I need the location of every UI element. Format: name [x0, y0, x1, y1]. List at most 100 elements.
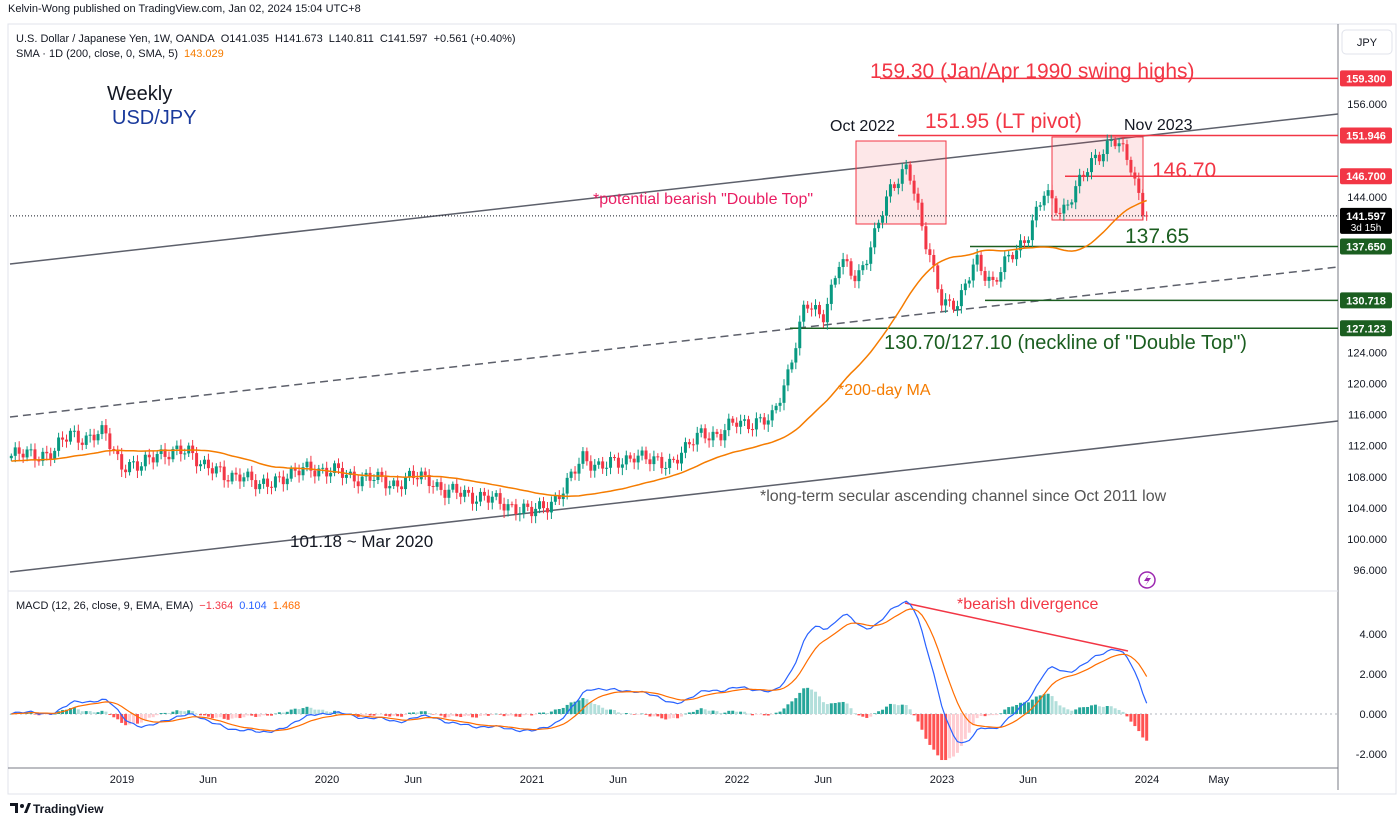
- macd-histogram-bar: [794, 698, 798, 714]
- candle-body: [266, 478, 270, 487]
- candle-body: [743, 419, 747, 421]
- candle-body: [25, 449, 29, 458]
- candle-body: [731, 418, 735, 423]
- candle-body: [116, 450, 120, 455]
- macd-histogram-bar: [1101, 706, 1105, 714]
- candle: [234, 467, 238, 481]
- macd-histogram-bar: [747, 713, 751, 715]
- candle-body: [747, 419, 751, 430]
- macd-histogram-bar: [656, 714, 660, 717]
- macd-histogram-bar: [1082, 707, 1086, 714]
- candle: [1011, 252, 1015, 263]
- macd-histogram-bar: [498, 714, 502, 715]
- candle: [963, 279, 967, 296]
- macd-histogram-bar: [530, 714, 534, 716]
- candle-body: [45, 451, 49, 454]
- price-tick-label: 104.000: [1347, 503, 1387, 515]
- candle-body: [202, 459, 206, 465]
- candle: [171, 446, 175, 463]
- candle-body: [636, 455, 640, 463]
- candle-body: [940, 289, 944, 306]
- macd-histogram-bar: [151, 714, 155, 718]
- macd-histogram-bar: [1074, 709, 1078, 714]
- macd-histogram-bar: [80, 711, 84, 714]
- macd-histogram-bar: [699, 708, 703, 714]
- macd-histogram-bar: [845, 703, 849, 714]
- currency-button[interactable]: [1341, 29, 1393, 55]
- macd-histogram-bar: [959, 714, 963, 746]
- macd-histogram-bar: [289, 709, 293, 714]
- candle: [1066, 199, 1070, 211]
- macd-tick-label: 0.000: [1359, 709, 1387, 721]
- candle: [849, 258, 853, 280]
- candle-body: [305, 461, 309, 468]
- time-tick-label: 2022: [725, 774, 749, 786]
- macd-histogram-bar: [833, 703, 837, 714]
- candle: [802, 300, 806, 327]
- candle-body: [762, 417, 766, 425]
- chart-border: [7, 23, 1397, 795]
- candle-body: [715, 431, 719, 434]
- macd-histogram-bar: [1003, 709, 1007, 714]
- candle: [301, 462, 305, 481]
- candle: [877, 219, 881, 232]
- candle-body: [1082, 174, 1086, 177]
- countdown-text: 3d 15h: [1351, 223, 1382, 234]
- macd-histogram-bar: [246, 714, 250, 716]
- candle: [900, 162, 904, 192]
- candle: [754, 412, 758, 437]
- candle: [845, 254, 849, 267]
- macd-histogram-bar: [88, 711, 92, 714]
- candle-body: [514, 504, 518, 514]
- price-tick-label: 144.000: [1347, 192, 1387, 204]
- candle: [979, 251, 983, 276]
- macd-histogram-bar: [605, 709, 609, 714]
- macd-histogram-bar: [766, 714, 770, 716]
- macd-histogram-bar: [423, 711, 427, 714]
- candle-body: [624, 455, 628, 465]
- candle-body: [1070, 202, 1074, 205]
- candle-body: [49, 453, 53, 460]
- macd-histogram-bar: [884, 706, 888, 714]
- macd-histogram-bar: [640, 713, 644, 715]
- candle: [494, 490, 498, 501]
- candle: [952, 298, 956, 313]
- candle-body: [238, 474, 242, 482]
- candle: [13, 442, 17, 463]
- candle-body: [549, 501, 553, 513]
- macd-histogram-bar: [404, 714, 408, 715]
- candle-body: [656, 456, 660, 458]
- macd-histogram-bar: [1026, 702, 1030, 714]
- macd-histogram-bar: [691, 711, 695, 714]
- candle: [1030, 214, 1034, 248]
- candle: [463, 485, 467, 503]
- macd-histogram-bar: [589, 702, 593, 714]
- candle: [1093, 149, 1097, 165]
- macd-histogram-bar: [1070, 710, 1074, 714]
- macd-histogram-bar: [222, 714, 226, 719]
- candle: [616, 452, 620, 474]
- channel-mid-line: [9, 266, 1339, 418]
- candle-body: [601, 461, 605, 469]
- candle-body: [1046, 190, 1050, 196]
- candle-body: [884, 196, 888, 216]
- lightning-icon[interactable]: [1138, 571, 1156, 589]
- sma-200-line: [11, 199, 1147, 498]
- macd-histogram-bar: [644, 714, 648, 715]
- candle: [857, 264, 861, 289]
- candle-body: [490, 496, 494, 503]
- candle-body: [289, 468, 293, 479]
- candle: [853, 270, 857, 288]
- candle: [1050, 184, 1054, 205]
- tradingview-logo[interactable]: TradingView: [10, 802, 104, 816]
- candle-body: [699, 428, 703, 433]
- macd-histogram-bar: [703, 709, 707, 714]
- candle-body: [384, 476, 388, 489]
- macd-histogram-bar: [814, 691, 818, 714]
- time-tick-label: Jun: [404, 774, 422, 786]
- macd-histogram-bar: [908, 709, 912, 714]
- candle: [68, 428, 72, 445]
- time-tick-label: Jun: [814, 774, 832, 786]
- candle: [817, 301, 821, 319]
